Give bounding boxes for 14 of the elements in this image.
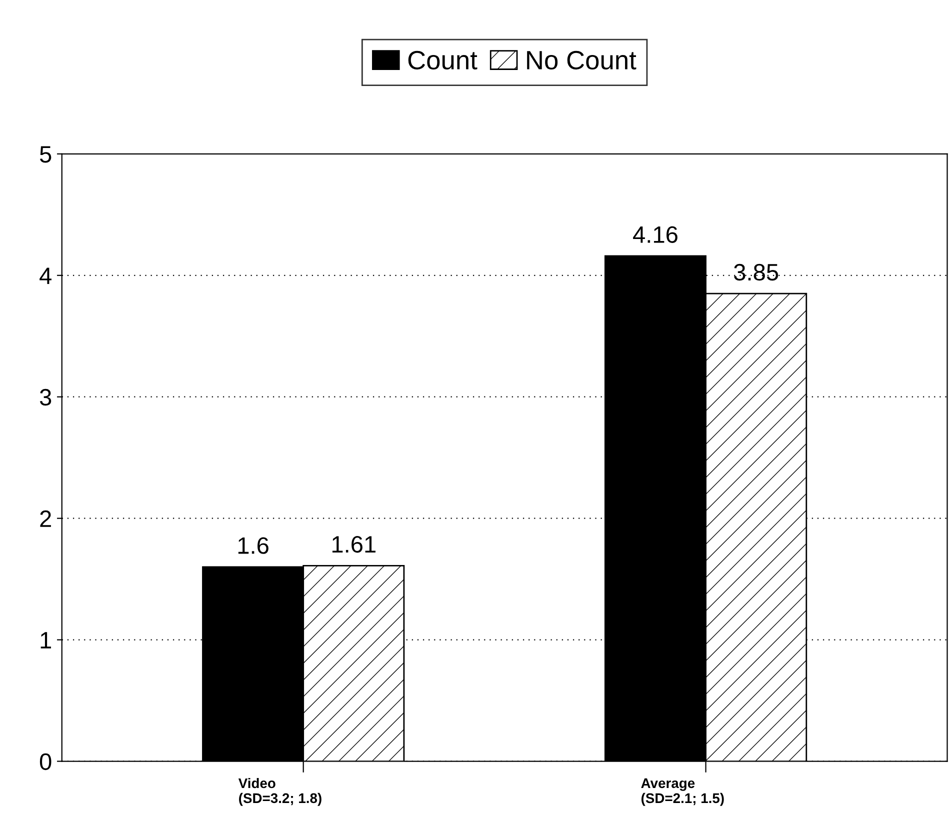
x-tick-label: Average (SD=2.1; 1.5) [641,778,724,806]
data-label: 4.16 [633,226,678,243]
text: No Count [527,50,636,70]
y-tick-label: 3 [40,388,52,406]
y-tick-label: 5 [40,146,52,163]
legend-label: Count [408,50,478,70]
data-label: 1.6 [238,537,268,554]
data-label: 3.85 [734,264,778,281]
y-tick-label: 0 [40,753,52,770]
x-tick-label: Video (SD=3.2; 1.8) [238,778,322,806]
y-tick-label: 4 [40,268,52,284]
y-tick-label: 2 [40,510,51,527]
y-tick-label: 1 [40,632,52,648]
data-label: 1.61 [332,536,376,553]
